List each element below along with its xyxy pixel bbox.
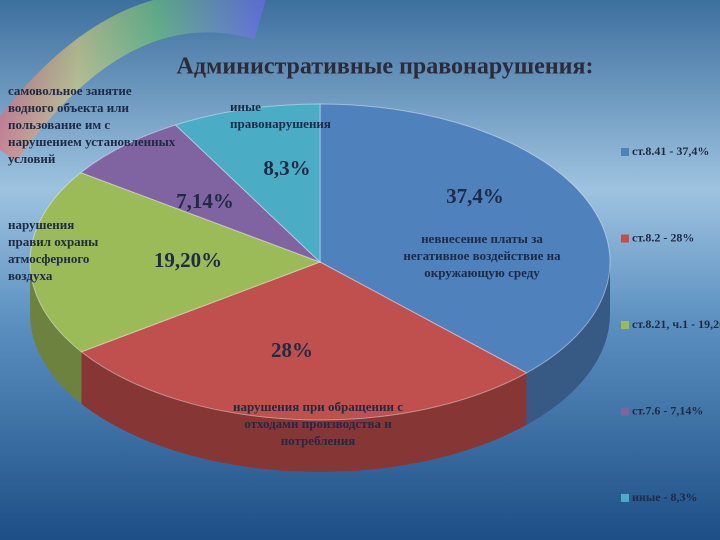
pie-slice [29,172,322,353]
slice-description: пользование им с [8,117,110,132]
legend-label: иные - 8,3% [632,490,698,504]
value-label: 19,20% [154,248,222,272]
pie-slice [80,261,528,421]
slice-description: потребления [281,433,356,448]
slice-description: самовольное занятие [8,83,132,98]
slice-description: невнесение платы за [421,231,543,246]
slice-description: иные [230,99,261,114]
pie-slice [319,103,611,374]
slice-description: отходами производства и [244,416,392,431]
pie-slice-side [81,351,527,472]
value-label: 8,3% [263,156,310,180]
legend-label: ст.8.21, ч.1 - 19,20% [632,317,720,331]
slice-description: правил охраны [8,234,98,249]
pie-slice [174,103,321,264]
legend-swatch [621,407,629,416]
legend-label: ст.8.41 - 37,4% [632,144,709,158]
slice-description: атмосферного [8,251,89,266]
slice-side-shade [30,262,82,404]
slice-description: воздуха [8,268,53,283]
legend-swatch [621,234,629,243]
legend-swatch [621,494,629,502]
slice-side-shade [81,351,527,472]
slice-description: окружающую среду [424,265,540,280]
slice-description: нарушением установленных [8,134,176,149]
slice-description: нарушения [8,217,74,232]
rainbow [0,0,266,162]
legend-swatch [621,148,629,156]
slice-description: нарушения при обращении с [233,399,403,414]
pie-slice-side [30,262,82,404]
value-label: 28% [271,338,313,362]
slice-side-shade [526,262,610,425]
pie-slice [79,124,321,263]
slice-description: правонарушения [230,116,331,131]
value-label: 7,14% [176,189,234,213]
slice-description: водного объекта или [8,100,130,115]
legend-label: ст.7.6 - 7,14% [632,403,703,417]
legend-label: ст.8.2 - 28% [632,230,694,244]
pie-slice-side [526,262,610,425]
slice-description: условий [8,151,56,166]
value-label: 37,4% [446,184,504,208]
legend-swatch [621,321,629,329]
chart-title: Административные правонарушения: [177,54,594,80]
slice-description: негативное воздействие на [403,248,561,263]
